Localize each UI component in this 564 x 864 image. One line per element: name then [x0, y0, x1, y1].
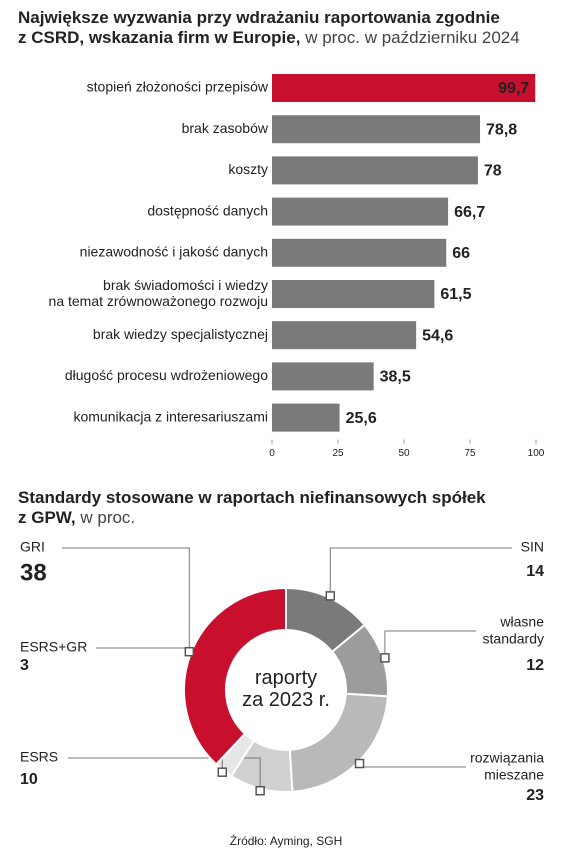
value-label: 3 [20, 657, 29, 674]
x-tick-label: 50 [398, 448, 410, 459]
value-label: 78 [484, 163, 502, 180]
x-tick-label: 0 [269, 448, 275, 459]
category-label: brak wiedzy specjalistycznej [93, 326, 268, 342]
x-tick-label: 100 [528, 448, 545, 459]
value-label: 38,5 [380, 369, 411, 386]
value-label: 66,7 [454, 204, 485, 221]
donut-segment [183, 586, 287, 766]
leader-marker [354, 758, 365, 769]
leader-marker [325, 591, 336, 601]
bar [272, 74, 536, 102]
bar [272, 280, 435, 308]
bar [272, 156, 478, 185]
leader-marker [184, 646, 195, 657]
legend-label: własne standardy [483, 613, 545, 646]
leader-marker [380, 653, 390, 663]
x-tick-label: 75 [464, 448, 476, 459]
leader-line [62, 547, 190, 652]
value-label: 10 [20, 771, 38, 788]
donut-chart-heading: Standardy stosowane w raportach niefinan… [18, 488, 486, 528]
category-label: koszty [228, 161, 268, 177]
value-label: 78,8 [486, 121, 517, 138]
legend-label: GRI [20, 539, 45, 555]
category-label: brak świadomości i wiedzy na temat zrówno… [49, 277, 268, 309]
bar [272, 238, 447, 267]
value-label: 38 [20, 559, 47, 586]
bar [272, 197, 449, 226]
category-label: komunikacja z interesariuszami [73, 408, 268, 424]
bar [272, 115, 481, 144]
category-label: stopień złożoności przepisów [87, 79, 269, 95]
category-label: długość procesu wdrożeniowego [65, 367, 268, 383]
value-label: 12 [526, 657, 544, 674]
legend-label: ESRS+GR [20, 639, 87, 655]
source: Źródło: Ayming, SGH [230, 833, 343, 848]
legend-label: ESRS [20, 749, 58, 765]
leader-line [329, 547, 512, 596]
value-label: 66 [452, 245, 470, 262]
category-label: dostępność danych [147, 202, 268, 218]
value-label: 54,6 [422, 327, 453, 344]
bar-chart-heading: Największe wyzwania przy wdrażaniu rapor… [18, 8, 520, 48]
bar [272, 362, 374, 391]
bar [272, 321, 417, 350]
legend-label: rozwiązania mieszane [470, 749, 544, 782]
leader-line [359, 763, 466, 768]
value-label: 23 [526, 787, 544, 804]
leader-marker [217, 767, 228, 777]
leader-line [68, 757, 261, 791]
leader-line [384, 630, 476, 658]
value-label: 25,6 [346, 410, 377, 427]
leader-marker [255, 785, 265, 796]
category-label: brak zasobów [182, 120, 269, 136]
category-label: niezawodność i jakość danych [80, 244, 268, 260]
chart-title: Największe wyzwania przy wdrażaniu rapor… [18, 8, 500, 47]
chart-subtitle: w proc. w październiku 2024 [305, 28, 520, 47]
value-label: 14 [526, 563, 544, 580]
legend-label: SIN [521, 539, 544, 555]
value-label: 61,5 [440, 286, 471, 303]
value-label: 99,7 [498, 80, 529, 97]
x-tick-label: 25 [332, 448, 344, 459]
center-label: raporty za 2023 r. [242, 667, 330, 711]
chart-title: Standardy stosowane w raportach niefinan… [18, 488, 486, 527]
chart-subtitle: w proc. [80, 508, 136, 527]
bar [272, 403, 340, 432]
